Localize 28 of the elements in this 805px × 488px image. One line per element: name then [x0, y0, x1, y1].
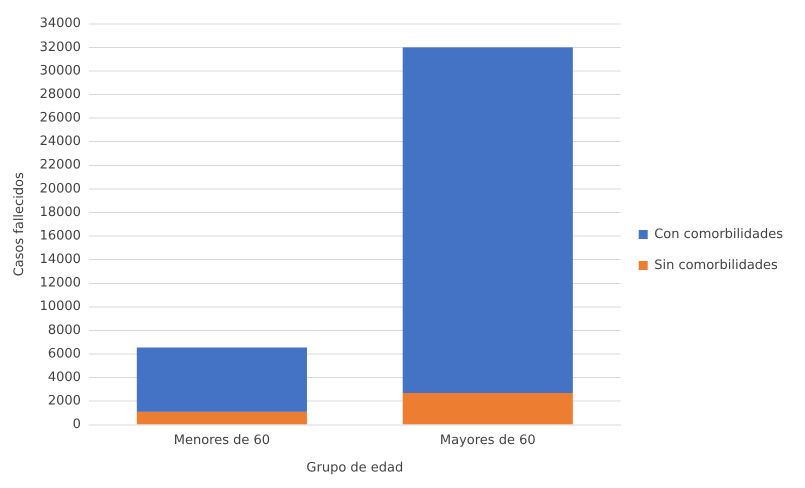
y-tick-label: 10000: [40, 299, 81, 314]
legend-label: Con comorbilidades: [654, 226, 784, 242]
bar: [402, 47, 573, 393]
y-tick-label: 30000: [40, 63, 81, 78]
y-axis-title: Casos fallecidos: [12, 172, 28, 276]
y-tick-label: 26000: [40, 110, 81, 126]
y-tick-label: 0: [72, 417, 81, 432]
bar: [136, 348, 307, 412]
y-tick-label: 34000: [40, 16, 81, 32]
y-tick-label: 4000: [48, 370, 81, 385]
y-tick-label: 32000: [40, 40, 81, 55]
y-tick-label: 20000: [40, 181, 81, 196]
y-tick-label: 6000: [48, 346, 81, 362]
y-tick-label: 24000: [40, 134, 81, 150]
y-tick-label: 16000: [40, 228, 81, 244]
y-tick-label: 28000: [40, 86, 81, 102]
y-tick-label: 18000: [40, 204, 81, 220]
bar: [136, 412, 307, 424]
y-tick-label: 2000: [48, 394, 81, 409]
bar: [402, 392, 573, 424]
y-tick-label: 12000: [40, 276, 81, 291]
y-tick-label: 8000: [48, 322, 81, 338]
x-tick-label: Mayores de 60: [440, 432, 536, 448]
x-axis-title: Grupo de edad: [306, 460, 404, 476]
legend-label: Sin comorbilidades: [654, 258, 778, 273]
x-tick-label: Menores de 60: [174, 432, 270, 448]
y-tick-label: 14000: [40, 252, 81, 268]
y-tick-label: 22000: [40, 158, 81, 173]
